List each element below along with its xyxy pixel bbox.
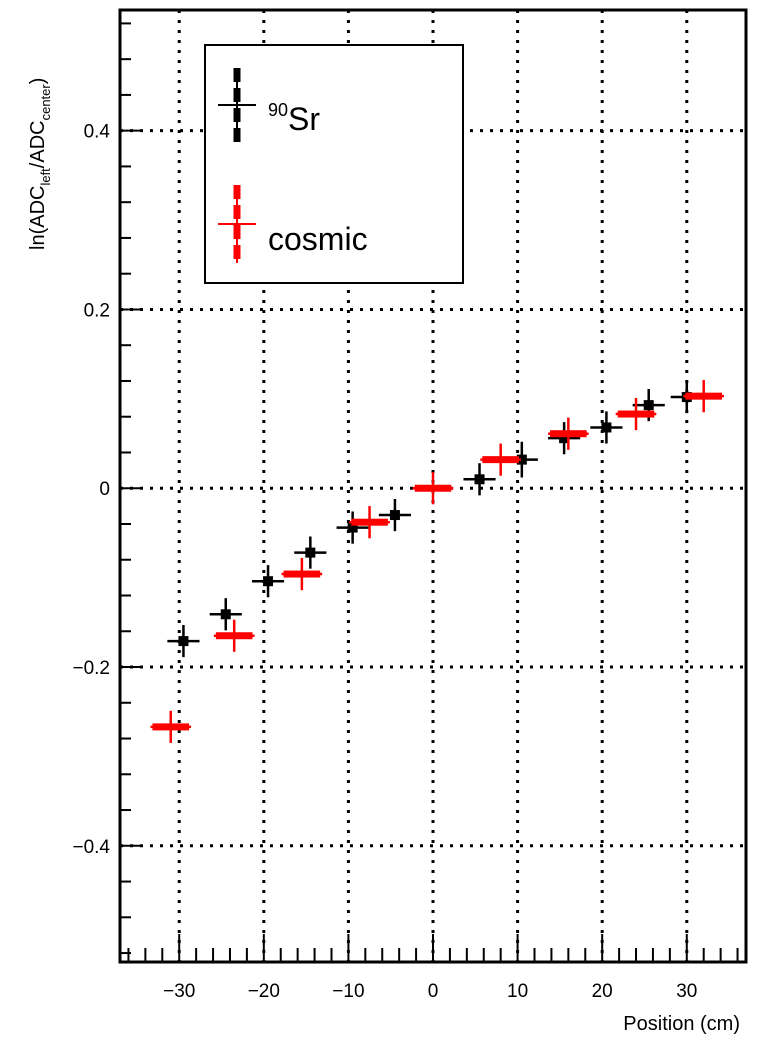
data-series (150, 380, 725, 743)
y-axis-title-mid: /ADC (27, 120, 49, 168)
point-marker (220, 609, 231, 620)
point-marker (347, 522, 358, 533)
x-tick-label: −30 (163, 981, 195, 1002)
point-marker (414, 484, 452, 492)
point-marker (617, 410, 655, 418)
point-marker (152, 723, 190, 731)
point-marker (482, 456, 519, 464)
x-tick-label: −20 (248, 981, 280, 1002)
data-point (167, 625, 200, 658)
data-point (150, 710, 192, 743)
data-point (548, 417, 589, 450)
series-sr90 (167, 380, 703, 658)
legend-label-sr90: 90Sr (268, 100, 320, 137)
point-marker (516, 454, 527, 465)
data-point (281, 557, 323, 591)
data-point (213, 619, 255, 652)
data-point (378, 498, 412, 532)
data-point (615, 397, 657, 431)
legend-marker-sr90 (218, 68, 256, 142)
y-axis-title-sub2: center (38, 84, 53, 121)
y-axis-title-suffix: ) (27, 78, 49, 85)
legend-entry-cosmic: cosmic (218, 185, 368, 263)
legend-entry-sr90: 90Sr (218, 68, 320, 142)
data-point (336, 511, 369, 544)
point-marker (474, 474, 485, 485)
legend-label-sr90-sup: 90 (268, 100, 288, 120)
point-marker (263, 576, 274, 587)
y-tick-label: 0.4 (84, 122, 111, 143)
y-tick-label: −0.2 (72, 658, 110, 679)
x-tick-label: 10 (507, 981, 528, 1002)
point-marker (283, 570, 321, 578)
y-axis-title-prefix: ln(ADC (27, 186, 49, 250)
data-point (294, 536, 327, 569)
data-point (209, 598, 242, 631)
legend: 90Sr cosmic (204, 44, 464, 284)
point-marker (215, 632, 253, 640)
point-marker (643, 400, 654, 411)
data-point (683, 380, 725, 413)
data-point (349, 506, 390, 539)
legend-marker-cosmic (218, 185, 256, 263)
point-marker (351, 518, 388, 526)
x-tick-label: 0 (428, 981, 439, 1002)
y-axis-title: ln(ADCleft/ADCcenter) (27, 78, 53, 250)
tick-labels: −30 −20 −10 0 10 20 30 −0.4 −0.2 0 0.2 0.4 (72, 122, 697, 1002)
x-tick-label: −10 (332, 981, 364, 1002)
y-axis-title-sub1: left (38, 168, 53, 186)
y-tick-label: 0 (99, 479, 110, 500)
point-marker (305, 547, 316, 558)
legend-label-sr90-name: Sr (288, 101, 320, 137)
x-axis-title: Position (cm) (623, 1013, 740, 1035)
data-point (480, 443, 521, 476)
x-tick-label: 20 (592, 981, 613, 1002)
data-point (463, 463, 496, 496)
point-marker (559, 433, 570, 444)
series-cosmic (150, 380, 725, 743)
point-marker (685, 392, 723, 400)
legend-box (204, 44, 464, 284)
data-point (251, 565, 285, 598)
minor-ticks (120, 22, 739, 962)
point-marker (550, 430, 587, 438)
data-point (548, 422, 581, 455)
point-marker (389, 510, 400, 521)
data-point (590, 411, 623, 444)
legend-label-cosmic: cosmic (268, 221, 368, 257)
plot-frame (118, 8, 748, 964)
point-marker (601, 422, 612, 433)
data-point (412, 472, 454, 505)
x-tick-label: 30 (676, 981, 697, 1002)
y-tick-label: 0.2 (84, 300, 110, 321)
point-marker (178, 636, 189, 647)
y-tick-label: −0.4 (72, 837, 110, 858)
